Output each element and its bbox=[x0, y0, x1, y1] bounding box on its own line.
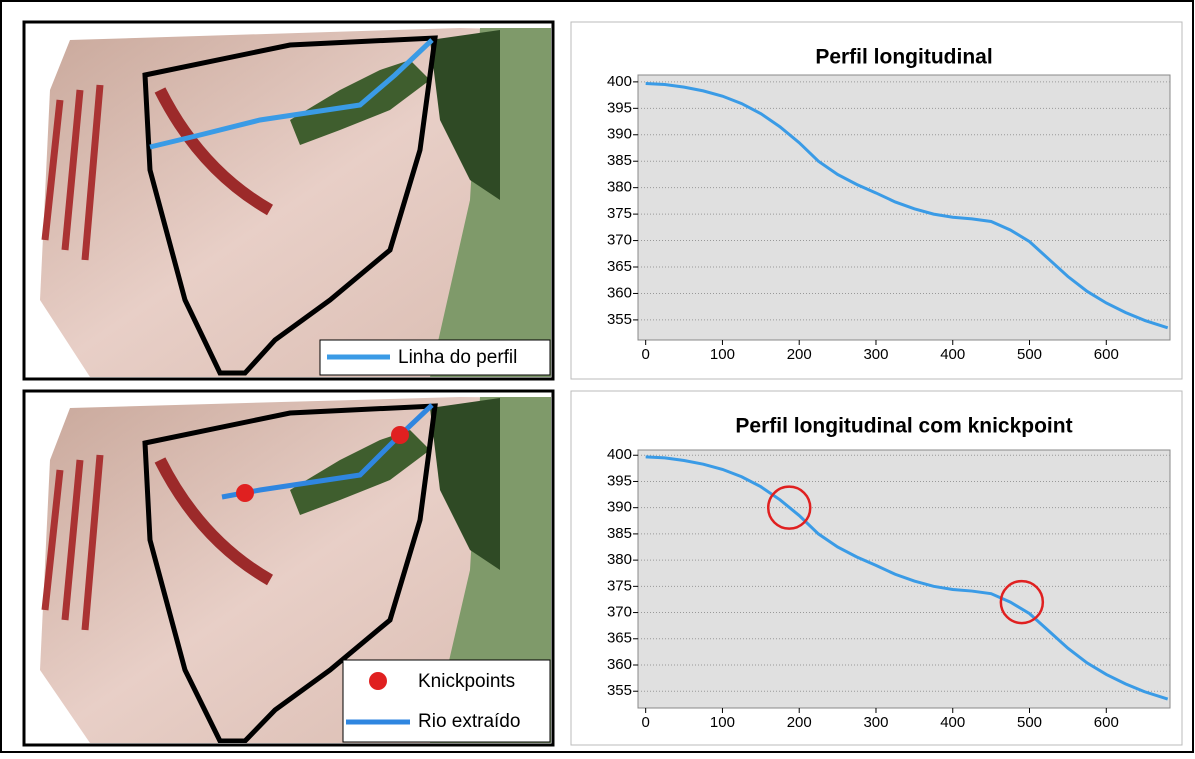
chart-title: Perfil longitudinal bbox=[815, 46, 992, 69]
y-tick-label: 375 bbox=[607, 205, 632, 222]
plot-area bbox=[638, 75, 1170, 340]
y-tick-label: 375 bbox=[607, 577, 632, 594]
x-tick-label: 200 bbox=[787, 714, 812, 731]
x-tick-label: 400 bbox=[940, 346, 965, 363]
y-tick-label: 385 bbox=[607, 152, 632, 169]
y-tick-label: 355 bbox=[607, 311, 632, 328]
y-tick-label: 360 bbox=[607, 656, 632, 673]
x-tick-label: 600 bbox=[1094, 346, 1119, 363]
legend-label: Knickpoints bbox=[418, 671, 515, 692]
map bbox=[26, 24, 551, 377]
y-tick-label: 370 bbox=[607, 604, 632, 621]
x-tick-label: 300 bbox=[863, 346, 888, 363]
y-tick-label: 365 bbox=[607, 630, 632, 647]
y-tick-label: 360 bbox=[607, 284, 632, 301]
x-tick-label: 100 bbox=[710, 346, 735, 363]
y-tick-label: 400 bbox=[607, 73, 632, 90]
y-tick-label: 390 bbox=[607, 126, 632, 143]
x-tick-label: 500 bbox=[1017, 346, 1042, 363]
x-tick-label: 500 bbox=[1017, 714, 1042, 731]
y-tick-label: 395 bbox=[607, 99, 632, 116]
x-tick-label: 600 bbox=[1094, 714, 1119, 731]
x-tick-label: 400 bbox=[940, 714, 965, 731]
x-tick-label: 300 bbox=[863, 714, 888, 731]
y-tick-label: 365 bbox=[607, 258, 632, 275]
y-tick-label: 395 bbox=[607, 472, 632, 489]
y-tick-label: 390 bbox=[607, 499, 632, 516]
legend-dot bbox=[369, 672, 387, 690]
legend-label: Linha do perfil bbox=[398, 347, 517, 368]
figure: Linha do perfil Knickpoints Rio extraído… bbox=[0, 0, 1195, 754]
y-tick-label: 355 bbox=[607, 682, 632, 699]
x-tick-label: 0 bbox=[642, 714, 650, 731]
y-tick-label: 400 bbox=[607, 446, 632, 463]
y-tick-label: 380 bbox=[607, 179, 632, 196]
chart-title: Perfil longitudinal com knickpoint bbox=[735, 415, 1072, 438]
x-tick-label: 0 bbox=[642, 346, 650, 363]
y-tick-label: 370 bbox=[607, 232, 632, 249]
x-tick-label: 200 bbox=[787, 346, 812, 363]
x-tick-label: 100 bbox=[710, 714, 735, 731]
y-tick-label: 380 bbox=[607, 551, 632, 568]
legend-label: Rio extraído bbox=[418, 711, 520, 732]
y-tick-label: 385 bbox=[607, 525, 632, 542]
